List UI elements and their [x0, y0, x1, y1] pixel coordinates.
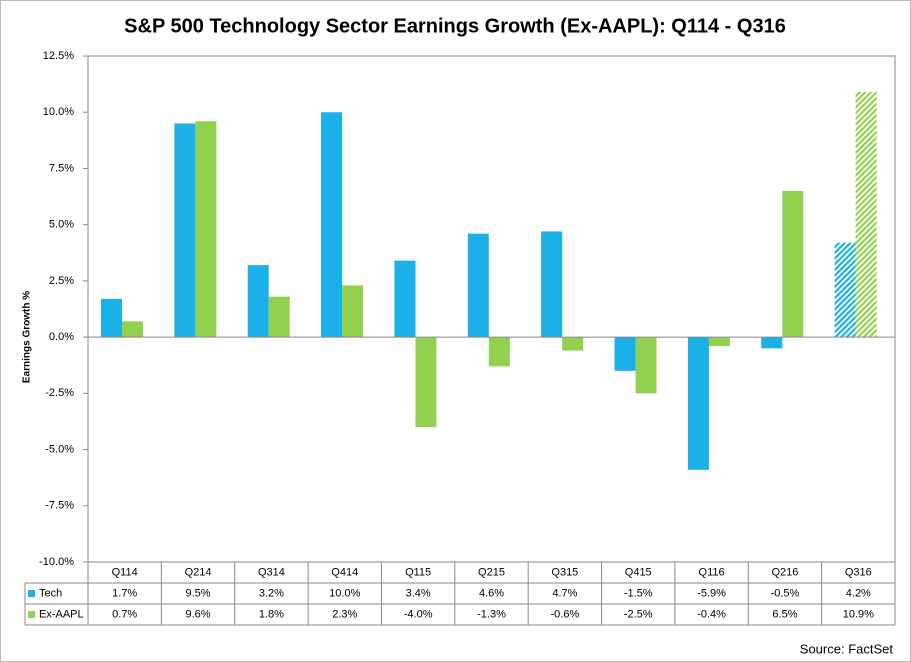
legend-swatch [28, 590, 35, 597]
bar [268, 296, 290, 338]
data-label: -5.9% [697, 587, 726, 599]
legend-label: Ex-AAPL [39, 608, 84, 620]
data-label: -0.4% [697, 608, 726, 620]
data-label: 4.6% [479, 587, 504, 599]
data-label: -0.5% [771, 587, 800, 599]
data-label: -1.5% [624, 587, 653, 599]
source: Source: FactSet [800, 641, 894, 656]
x-tick-label: Q315 [551, 566, 578, 578]
data-label: 0.7% [112, 608, 137, 620]
bar [122, 321, 143, 338]
data-label: -4.0% [404, 608, 433, 620]
bar [782, 190, 804, 338]
bar [761, 337, 783, 349]
data-label: 2.3% [332, 608, 357, 620]
data-label: 10.9% [843, 608, 874, 620]
data-label: 4.2% [846, 587, 871, 599]
bar [174, 123, 196, 338]
y-tick-label: -5.0% [45, 443, 74, 455]
bar [195, 121, 217, 338]
bar [101, 298, 122, 338]
x-tick-label: Q114 [112, 566, 138, 578]
data-label: 3.2% [259, 587, 284, 599]
y-tick-label: -7.5% [45, 500, 74, 512]
data-label: -0.6% [550, 608, 579, 620]
y-tick-label: 12.5% [43, 50, 74, 62]
legend-swatch [28, 611, 35, 618]
data-label: 1.7% [112, 587, 137, 599]
bar [342, 285, 364, 338]
x-tick-label: Q314 [258, 566, 285, 578]
data-label: 4.7% [552, 587, 577, 599]
bar [321, 112, 343, 338]
y-tick-label: 7.5% [49, 162, 74, 174]
x-tick-label: Q214 [185, 566, 212, 578]
y-tick-label: -10.0% [39, 556, 74, 568]
y-tick-label: 0.0% [49, 331, 74, 343]
bar [708, 337, 730, 347]
y-tick-label: 2.5% [49, 275, 74, 287]
data-label: 9.6% [186, 608, 211, 620]
data-label: 6.5% [772, 608, 797, 620]
y-tick-label: 10.0% [43, 106, 74, 118]
x-tick-label: Q115 [405, 566, 431, 578]
x-tick-label: Q415 [625, 566, 652, 578]
data-label: 9.5% [186, 587, 211, 599]
bar [467, 233, 489, 338]
bar [687, 337, 709, 470]
y-tick-label: -2.5% [45, 387, 74, 399]
x-tick-label: Q414 [331, 566, 358, 578]
bar [834, 242, 856, 338]
bar [562, 337, 584, 351]
data-label: -1.3% [477, 608, 506, 620]
bar [488, 337, 510, 367]
chart-title: S&P 500 Technology Sector Earnings Growt… [124, 15, 786, 37]
x-tick-label: Q316 [845, 566, 872, 578]
legend-label: Tech [39, 587, 62, 599]
bar [635, 337, 657, 394]
bar [541, 231, 563, 338]
data-label: -2.5% [624, 608, 653, 620]
x-tick-label: Q216 [771, 566, 798, 578]
data-label: 1.8% [259, 608, 284, 620]
y-tick-label: 5.0% [49, 219, 74, 231]
x-tick-label: Q215 [478, 566, 505, 578]
bar [247, 265, 269, 338]
data-label: 3.4% [406, 587, 431, 599]
bar [394, 260, 416, 338]
bar [855, 91, 877, 338]
y-axis-label: Earnings Growth % [22, 291, 33, 383]
data-label: 10.0% [329, 587, 360, 599]
x-tick-label: Q116 [699, 566, 725, 578]
bar [415, 337, 437, 428]
bar [614, 337, 636, 371]
